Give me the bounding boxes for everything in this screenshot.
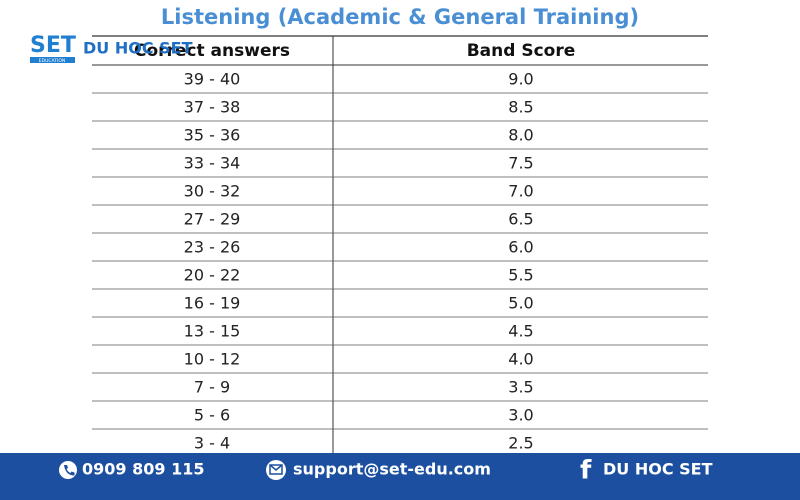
mail-flap xyxy=(269,464,283,471)
table-cell: 8.0 xyxy=(508,126,533,145)
table-cell: 27 - 29 xyxy=(184,210,241,229)
table-cell: 33 - 34 xyxy=(184,154,241,173)
footer-phone: 0909 809 115 xyxy=(82,460,204,479)
table-cell: 20 - 22 xyxy=(184,266,241,285)
table-cell: 4.0 xyxy=(508,350,533,369)
table-cell: 5.0 xyxy=(508,294,533,313)
table-cell: 3 - 4 xyxy=(194,434,230,453)
table-cell: 13 - 15 xyxy=(184,322,241,341)
logo: SET EDUCATION DU HOC SET xyxy=(30,33,193,64)
table-cell: 9.0 xyxy=(508,70,533,89)
table-cell: 8.5 xyxy=(508,98,533,117)
title: Listening (Academic & General Training) xyxy=(161,5,639,29)
footer-facebook: DU HOC SET xyxy=(603,460,713,479)
table-cell: 6.0 xyxy=(508,238,533,257)
table-cell: 23 - 26 xyxy=(184,238,241,257)
table-cell: 6.5 xyxy=(508,210,533,229)
mail-glyph xyxy=(269,464,283,475)
table-cell: 30 - 32 xyxy=(184,182,241,201)
phone-icon xyxy=(59,461,77,479)
table-cell: 5 - 6 xyxy=(194,406,230,425)
footer-email: support@set-edu.com xyxy=(293,460,491,479)
table-cell: 5.5 xyxy=(508,266,533,285)
table-cell: 7.5 xyxy=(508,154,533,173)
table-cell: 16 - 19 xyxy=(184,294,241,313)
table-cell: 7 - 9 xyxy=(194,378,230,397)
facebook-icon: f xyxy=(580,456,592,486)
table-cell: 2.5 xyxy=(508,434,533,453)
table-cell: 4.5 xyxy=(508,322,533,341)
logo-band xyxy=(30,57,75,63)
logo-name: DU HOC SET xyxy=(83,39,193,58)
header-cell: Band Score xyxy=(467,41,576,61)
footer: 0909 809 115 support@set-edu.com f DU HO… xyxy=(0,453,800,500)
table-cell: 3.5 xyxy=(508,378,533,397)
phone-glyph xyxy=(64,465,75,476)
header-cell: Correct answers xyxy=(134,41,290,61)
table: Correct answers Band Score 39 - 40 9.0 37 … xyxy=(92,35,708,458)
table-cell: 39 - 40 xyxy=(184,70,241,89)
table-cell: 7.0 xyxy=(508,182,533,201)
logo-sub: EDUCATION xyxy=(39,58,65,64)
table-cell: 37 - 38 xyxy=(184,98,241,117)
table-cell: 3.0 xyxy=(508,406,533,425)
footer-band xyxy=(0,453,800,500)
logo-mark: SET xyxy=(30,33,76,58)
table-cell: 10 - 12 xyxy=(184,350,241,369)
table-cell: 35 - 36 xyxy=(184,126,241,145)
